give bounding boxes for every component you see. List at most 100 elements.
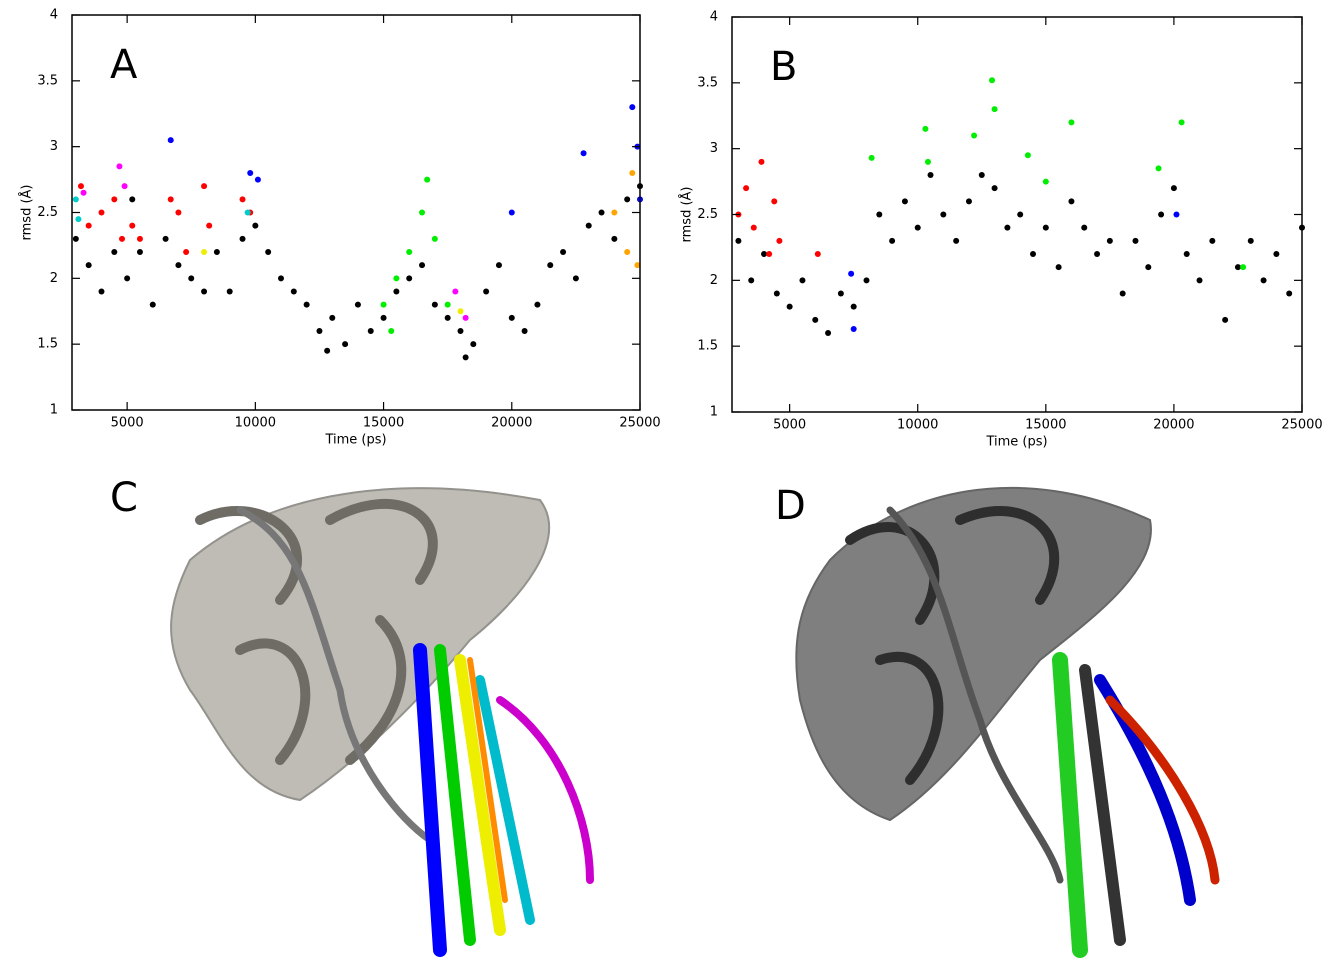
point bbox=[98, 209, 105, 216]
point bbox=[116, 163, 123, 170]
y-axis-label: rmsd (Å) bbox=[19, 185, 35, 241]
y-tick-label: 2 bbox=[710, 273, 718, 288]
point bbox=[452, 288, 459, 295]
point bbox=[1183, 251, 1190, 257]
point bbox=[167, 196, 174, 203]
point bbox=[1273, 251, 1280, 257]
point bbox=[1119, 290, 1126, 297]
point bbox=[406, 275, 413, 282]
point bbox=[98, 288, 105, 295]
point bbox=[611, 209, 618, 216]
point bbox=[367, 328, 374, 334]
x-tick-label: 15000 bbox=[363, 416, 404, 431]
point bbox=[406, 249, 413, 255]
point bbox=[136, 249, 143, 255]
point bbox=[991, 106, 998, 113]
point bbox=[72, 235, 79, 242]
point bbox=[129, 196, 136, 203]
point bbox=[534, 301, 541, 308]
point bbox=[85, 262, 92, 269]
point bbox=[598, 209, 605, 216]
point bbox=[462, 314, 469, 321]
point bbox=[119, 235, 126, 242]
point bbox=[766, 251, 773, 257]
point bbox=[508, 314, 515, 321]
point bbox=[1234, 264, 1241, 271]
point bbox=[1260, 277, 1267, 284]
point bbox=[1247, 237, 1254, 244]
plot-frame bbox=[731, 16, 1303, 413]
point bbox=[1196, 277, 1203, 284]
point bbox=[226, 288, 233, 295]
structure-c bbox=[170, 487, 594, 957]
point bbox=[124, 275, 131, 282]
point bbox=[1240, 264, 1247, 271]
point bbox=[111, 249, 118, 255]
point bbox=[743, 185, 750, 192]
point bbox=[149, 301, 156, 308]
point bbox=[773, 290, 780, 297]
point bbox=[247, 170, 254, 176]
point bbox=[837, 290, 844, 297]
point bbox=[889, 237, 896, 244]
point bbox=[927, 172, 934, 178]
point bbox=[611, 235, 618, 242]
point bbox=[1042, 224, 1049, 231]
point bbox=[80, 189, 87, 196]
point bbox=[758, 158, 765, 165]
point bbox=[1145, 264, 1152, 271]
point bbox=[419, 262, 426, 269]
point bbox=[991, 185, 998, 192]
point bbox=[572, 275, 579, 282]
point bbox=[252, 222, 259, 229]
point bbox=[547, 262, 554, 269]
x-tick-label: 20000 bbox=[491, 416, 532, 431]
point bbox=[901, 198, 908, 205]
point bbox=[380, 301, 387, 308]
y-tick-label: 3 bbox=[50, 139, 58, 154]
point bbox=[629, 104, 636, 111]
point bbox=[121, 183, 128, 190]
x-tick-label: 5000 bbox=[773, 418, 806, 433]
y-tick-label: 3.5 bbox=[37, 73, 58, 88]
point bbox=[167, 137, 174, 144]
point bbox=[1024, 152, 1031, 159]
point bbox=[380, 314, 387, 321]
point bbox=[206, 222, 213, 229]
point bbox=[1132, 237, 1139, 244]
point bbox=[1055, 264, 1062, 271]
y-tick-label: 1 bbox=[50, 403, 58, 418]
plot-frame bbox=[71, 14, 641, 411]
helix-red bbox=[1105, 695, 1220, 885]
point bbox=[111, 196, 118, 203]
point bbox=[580, 150, 587, 157]
y-tick-label: 1.5 bbox=[697, 339, 718, 354]
point bbox=[254, 176, 261, 183]
x-axis-label: Time (ps) bbox=[324, 433, 386, 448]
point bbox=[1173, 211, 1180, 218]
point bbox=[388, 328, 395, 334]
y-tick-label: 3 bbox=[710, 141, 718, 156]
panel-label: D bbox=[775, 483, 806, 529]
point bbox=[244, 209, 251, 216]
panel-label: B bbox=[770, 44, 797, 90]
point bbox=[277, 275, 284, 282]
point bbox=[316, 328, 323, 334]
point bbox=[786, 303, 793, 310]
point bbox=[850, 303, 857, 310]
helix-blue bbox=[413, 643, 447, 957]
point bbox=[629, 170, 636, 176]
point bbox=[971, 132, 978, 139]
point bbox=[329, 314, 336, 321]
protein-body bbox=[795, 486, 1152, 822]
point bbox=[462, 354, 469, 361]
point bbox=[560, 249, 567, 255]
point bbox=[265, 249, 272, 255]
point bbox=[848, 270, 855, 277]
point bbox=[188, 275, 195, 282]
point bbox=[85, 222, 92, 229]
point bbox=[129, 222, 136, 229]
point bbox=[290, 288, 297, 295]
helix-dark bbox=[845, 506, 1060, 785]
point bbox=[1017, 211, 1024, 218]
